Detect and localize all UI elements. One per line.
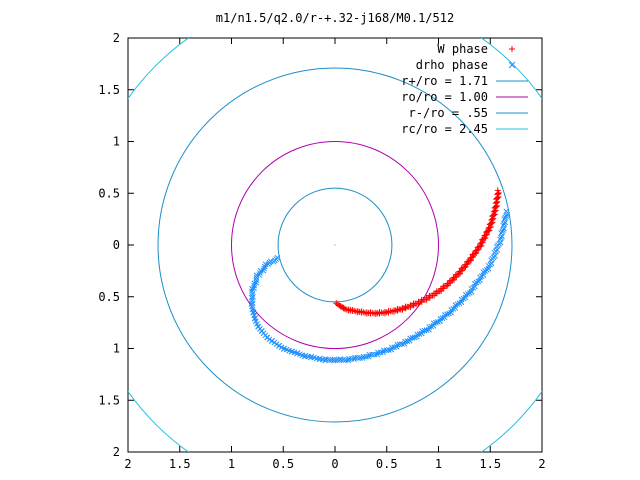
legend-label: ro/ro = 1.00 — [401, 90, 488, 104]
series-circle-4 — [277, 187, 393, 303]
data-point — [345, 357, 352, 364]
x-tick-label: 1.5 — [169, 457, 191, 471]
axis-tick-labels: 2 1.5 1 0.5 0 0.5 1 1.5 221.510.500.511.52 — [98, 31, 545, 471]
data-point — [359, 355, 366, 362]
data-point — [501, 225, 507, 232]
series-circle-2 — [157, 67, 513, 423]
data-point — [249, 286, 255, 292]
data-point — [253, 272, 260, 279]
x-tick-label: 2 — [124, 457, 131, 471]
x-tick-label: 1 — [228, 457, 235, 471]
data-point — [471, 250, 478, 257]
y-tick-label: 1.5 — [98, 83, 120, 97]
data-point — [503, 208, 510, 215]
y-tick-label: 2 — [113, 445, 120, 459]
data-point — [251, 282, 257, 289]
data-point — [467, 254, 474, 261]
legend-item-0: W phase — [437, 42, 515, 56]
x-tick-label: 1.5 — [479, 457, 501, 471]
legend-item-1: drho phase — [416, 58, 516, 72]
data-point — [468, 254, 475, 261]
legend-marker — [508, 61, 516, 69]
legend-label: r-/ro = .55 — [409, 106, 488, 120]
data-point — [499, 233, 505, 240]
y-tick-label: 1 — [113, 342, 120, 356]
y-tick-label: 2 — [113, 31, 120, 45]
series-circle-5 — [128, 38, 542, 452]
data-point — [474, 244, 481, 251]
data-point — [495, 189, 502, 196]
origin-dot — [334, 244, 336, 246]
data-point — [472, 247, 479, 254]
series-circle-3 — [231, 141, 439, 349]
legend-label: drho phase — [416, 58, 488, 72]
axis-ticks — [127, 37, 543, 453]
x-tick-label: 0.5 — [272, 457, 294, 471]
legend-item-4: r-/ro = .55 — [409, 106, 528, 120]
data-point — [466, 257, 473, 264]
data-point — [504, 211, 510, 218]
data-point — [470, 251, 477, 258]
data-point — [469, 251, 476, 258]
x-tick-label: 0.5 — [376, 457, 398, 471]
plot-area — [128, 38, 542, 452]
data-point — [253, 274, 260, 281]
series-points-1 — [248, 208, 510, 364]
chart-title: m1/n1.5/q2.0/r-+.32-j168/M0.1/512 — [216, 11, 454, 25]
legend-label: rc/ro = 2.45 — [401, 122, 488, 136]
data-point — [253, 279, 260, 286]
legend-label: r+/ro = 1.71 — [401, 74, 488, 88]
y-tick-label: 1.5 — [98, 393, 120, 407]
data-point — [351, 356, 358, 363]
legend-item-5: rc/ro = 2.45 — [401, 122, 528, 136]
x-tick-label: 2 — [538, 457, 545, 471]
series-points-0 — [333, 187, 502, 318]
legend-label: W phase — [437, 42, 488, 56]
y-tick-label: 0.5 — [98, 290, 120, 304]
x-tick-label: 0 — [331, 457, 338, 471]
y-tick-label: 1 — [113, 135, 120, 149]
x-tick-label: 1 — [435, 457, 442, 471]
data-point — [473, 247, 480, 254]
data-point — [502, 219, 508, 226]
y-tick-label: 0 — [113, 238, 120, 252]
legend-item-3: ro/ro = 1.00 — [401, 90, 528, 104]
legend-marker — [509, 46, 515, 52]
legend-item-2: r+/ro = 1.71 — [401, 74, 528, 88]
y-tick-label: 0.5 — [98, 186, 120, 200]
data-point — [494, 187, 501, 194]
legend: W phase drho phase r+/ro = 1.71 ro/ro = 1.0… — [401, 42, 528, 136]
data-point — [251, 280, 258, 287]
data-point — [251, 285, 257, 292]
data-point — [253, 277, 260, 284]
